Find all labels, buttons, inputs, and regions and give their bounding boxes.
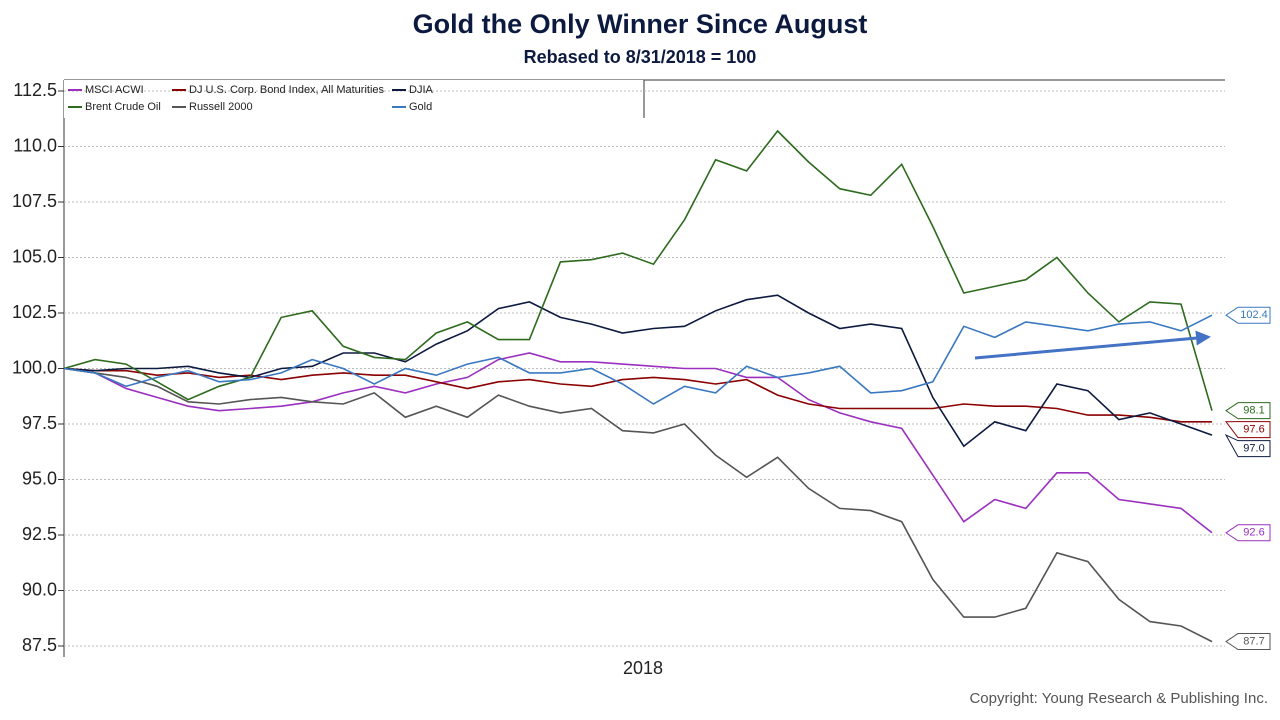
series-line xyxy=(63,314,1213,405)
end-label: 92.6 xyxy=(1243,527,1264,539)
end-label-box xyxy=(1225,524,1271,542)
legend-label: DJIA xyxy=(409,84,434,96)
series-line xyxy=(63,367,1212,423)
chart-subtitle: Rebased to 8/31/2018 = 100 xyxy=(524,47,757,67)
y-tick-label: 95.0 xyxy=(22,468,57,488)
series-line xyxy=(63,129,1213,411)
end-label-box xyxy=(1224,433,1271,458)
end-label: 98.1 xyxy=(1243,405,1264,417)
y-tick-label: 110.0 xyxy=(13,135,57,155)
y-tick-label: 107.5 xyxy=(12,191,57,211)
end-label: 97.6 xyxy=(1243,424,1264,436)
legend-label: Russell 2000 xyxy=(189,101,253,113)
end-label-box xyxy=(1225,421,1271,439)
series-line xyxy=(63,367,1213,643)
legend-label: Brent Crude Oil xyxy=(85,101,161,113)
legend-box xyxy=(64,80,644,118)
end-label: 97.0 xyxy=(1243,443,1264,455)
y-tick-label: 90.0 xyxy=(22,579,57,599)
legend-label: MSCI ACWI xyxy=(85,84,144,96)
legend-label: Gold xyxy=(409,101,432,113)
end-label-box xyxy=(1225,633,1271,651)
copyright: Copyright: Young Research & Publishing I… xyxy=(969,690,1268,707)
y-tick-label: 87.5 xyxy=(22,635,57,655)
y-tick-label: 105.0 xyxy=(12,246,57,266)
end-label-box xyxy=(1225,402,1271,420)
y-tick-label: 97.5 xyxy=(22,413,57,433)
y-tick-label: 100.0 xyxy=(12,357,57,377)
end-label: 87.7 xyxy=(1243,635,1264,647)
x-axis-label: 2018 xyxy=(623,658,663,678)
plot: 87.5 90.0 92.5 95.0 97.5 100.0 102.5 105.0 107.5… xyxy=(12,80,1271,655)
y-tick-label: 102.5 xyxy=(12,302,57,322)
series-line xyxy=(63,352,1213,534)
series-line xyxy=(63,294,1213,448)
annotation-arrow xyxy=(974,330,1211,360)
chart-title: Gold the Only Winner Since August xyxy=(413,9,868,39)
y-tick-label: 112.5 xyxy=(13,80,57,100)
end-label-box xyxy=(1225,306,1271,324)
y-tick-label: 92.5 xyxy=(22,524,57,544)
end-label: 102.4 xyxy=(1240,309,1268,321)
legend-label: DJ U.S. Corp. Bond Index, All Maturities xyxy=(189,84,385,96)
